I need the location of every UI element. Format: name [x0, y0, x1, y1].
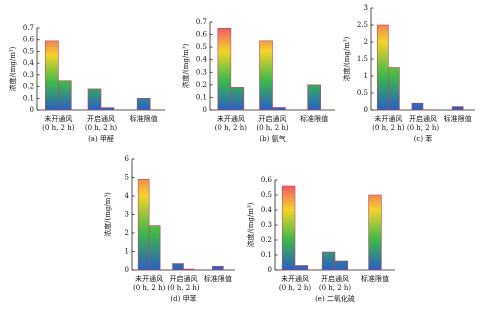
x-tick-label: 开启通风: [321, 274, 349, 283]
x-tick-label: 未开通风: [374, 114, 402, 123]
x-tick-label: (0 h, 2 h): [133, 284, 166, 292]
bar: [87, 88, 102, 111]
bar: [230, 87, 245, 111]
caption: (b) 氨气: [259, 134, 285, 143]
y-tick-label: 0.4: [23, 59, 35, 67]
bar: [148, 225, 161, 271]
x-tick-label: 开启通风: [170, 274, 198, 283]
x-tick-label: 未开通风: [44, 114, 72, 123]
y-tick-label: 5: [125, 174, 129, 182]
y-tick-label: 0: [268, 266, 272, 274]
y-tick-label: 1.5: [357, 55, 368, 63]
x-tick-label: (0 h, 2 h): [215, 124, 248, 132]
y-tick-label: 0.1: [196, 93, 207, 101]
bar: [172, 263, 184, 271]
bar: [137, 179, 150, 271]
y-tick-label: 0: [30, 106, 34, 114]
y-tick-label: 0.6: [261, 176, 273, 184]
x-tick-label: 标准限值: [361, 274, 389, 283]
x-tick-label: 标准限值: [130, 114, 158, 123]
bar: [376, 24, 389, 111]
y-tick-label: 1: [364, 72, 368, 80]
y-tick-label: 0.3: [23, 71, 34, 79]
y-tick-label: 0.1: [261, 251, 272, 259]
x-tick-label: 标准限值: [300, 114, 328, 123]
x-tick-label: (0 h, 2 h): [372, 124, 405, 132]
x-tick-label: (0 h, 2 h): [167, 284, 200, 292]
bar: [451, 106, 464, 111]
bar: [368, 194, 382, 271]
y-tick-label: 0: [125, 266, 129, 274]
y-tick-label: 0.3: [261, 221, 272, 229]
y-tick-label: 3: [364, 4, 368, 12]
caption: (c) 苯: [414, 134, 433, 143]
bar: [411, 102, 424, 111]
y-tick-label: 1: [125, 248, 129, 256]
bar: [294, 265, 309, 271]
y-tick-label: 4: [125, 192, 130, 200]
bar: [100, 107, 115, 111]
y-tick-label: 0.4: [261, 206, 273, 214]
y-tick-label: 6: [125, 155, 130, 163]
y-axis-label: 浓度/(mg/m³): [8, 46, 17, 91]
bar: [281, 185, 296, 271]
x-tick-label: 未开通风: [135, 274, 163, 283]
y-tick-label: 0.5: [23, 47, 34, 55]
y-tick-label: 0.2: [261, 236, 272, 244]
x-tick-label: (0 h, 2 h): [279, 284, 312, 292]
x-tick-label: 开启通风: [409, 114, 437, 123]
bar: [272, 107, 286, 111]
y-axis-label: 浓度/(mg/m³): [246, 202, 255, 247]
x-tick-label: 开启通风: [87, 114, 115, 123]
caption: (e) 二氧化硫: [315, 294, 355, 303]
x-tick-label: (0 h, 2 h): [256, 124, 289, 132]
caption: (a) 甲醛: [88, 134, 114, 143]
bar: [58, 80, 72, 111]
y-tick-label: 0.5: [196, 43, 207, 51]
y-tick-label: 0.3: [196, 68, 207, 76]
x-tick-label: 标准限值: [204, 274, 232, 283]
y-axis-label: 浓度/(mg/m³): [342, 36, 351, 81]
y-tick-label: 3: [125, 211, 129, 219]
bar: [388, 67, 400, 111]
x-tick-label: 开启通风: [259, 114, 287, 123]
y-tick-label: 0.6: [196, 31, 208, 39]
x-tick-label: 未开通风: [217, 114, 245, 123]
bar: [259, 40, 273, 111]
y-tick-label: 0.1: [23, 94, 34, 102]
bar: [321, 251, 336, 271]
y-tick-label: 0.4: [196, 56, 208, 64]
y-tick-label: 2: [125, 229, 129, 237]
caption: (d) 甲苯: [170, 294, 196, 303]
bar: [334, 260, 349, 271]
y-tick-label: 0.7: [23, 24, 34, 32]
x-tick-label: (0 h, 2 h): [42, 124, 75, 132]
y-tick-label: 2: [364, 38, 368, 46]
y-axis-label: 浓度/(mg/m³): [181, 43, 190, 88]
y-tick-label: 0: [203, 106, 207, 114]
bar: [183, 268, 195, 271]
x-tick-label: 未开通风: [281, 274, 309, 283]
x-tick-label: (0 h, 2 h): [85, 124, 118, 132]
y-tick-label: 0.5: [357, 89, 368, 97]
y-tick-label: 0.5: [261, 191, 272, 199]
x-tick-label: 标准限值: [444, 114, 472, 123]
y-tick-label: 0: [364, 106, 368, 114]
bar: [136, 97, 151, 111]
y-tick-label: 0.6: [23, 36, 35, 44]
bar: [45, 40, 59, 111]
y-tick-label: 0.7: [196, 18, 207, 26]
bar: [212, 265, 224, 271]
bar: [217, 27, 232, 111]
x-tick-label: (0 h, 2 h): [407, 124, 440, 132]
bar: [307, 84, 321, 111]
y-axis-label: 浓度/(mg/m³): [103, 192, 112, 237]
x-tick-label: (0 h, 2 h): [319, 284, 352, 292]
y-tick-label: 2.5: [357, 21, 368, 29]
y-tick-label: 0.2: [196, 81, 207, 89]
y-tick-label: 0.2: [23, 83, 34, 91]
